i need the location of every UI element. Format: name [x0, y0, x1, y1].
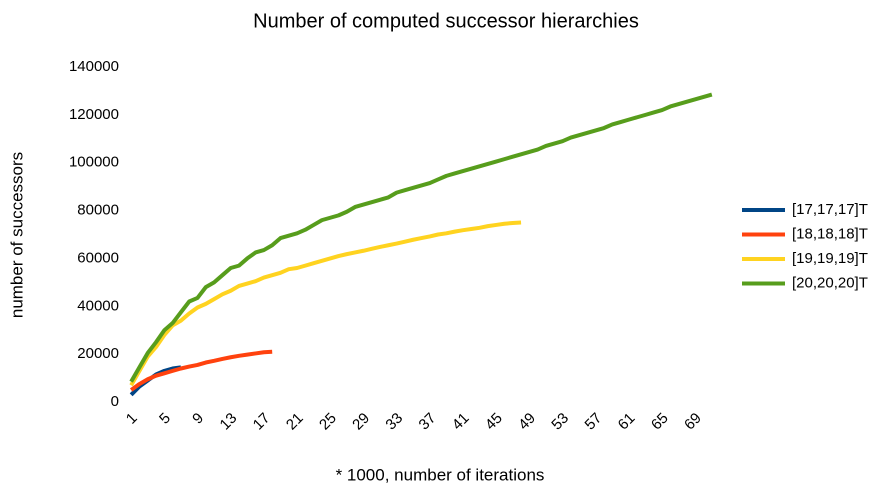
legend-label: [17,17,17]T — [792, 201, 868, 218]
series-line — [129, 92, 713, 383]
x-tick-label: 13 — [217, 410, 241, 434]
series-line — [129, 220, 522, 387]
x-tick-label: 1 — [123, 410, 141, 428]
series-line — [129, 349, 273, 392]
x-tick-label: 53 — [548, 410, 572, 434]
y-tick-label: 80000 — [77, 202, 119, 219]
y-tick-label: 20000 — [77, 345, 119, 362]
x-tick-label: 17 — [250, 410, 274, 434]
x-tick-label: 21 — [283, 410, 307, 434]
x-tick-label: 65 — [648, 410, 672, 434]
x-tick-label: 29 — [349, 410, 373, 434]
x-tick-label: 57 — [582, 410, 606, 434]
x-axis-label: * 1000, number of iterations — [336, 465, 545, 484]
x-tick-label: 9 — [189, 410, 207, 428]
y-tick-label: 120000 — [69, 106, 119, 123]
y-axis-label: number of successors — [7, 152, 26, 318]
y-tick-label: 140000 — [69, 58, 119, 75]
y-tick-label: 60000 — [77, 249, 119, 266]
x-tick-label: 5 — [156, 410, 174, 428]
x-tick-label: 45 — [482, 410, 506, 434]
y-tick-label: 100000 — [69, 154, 119, 171]
x-tick-label: 33 — [382, 410, 406, 434]
legend-label: [18,18,18]T — [792, 225, 868, 242]
x-tick-label: 69 — [681, 410, 705, 434]
x-tick-label: 25 — [316, 410, 340, 434]
y-tick-label: 0 — [111, 393, 119, 410]
legend-label: [19,19,19]T — [792, 250, 868, 267]
x-tick-label: 49 — [515, 410, 539, 434]
x-tick-label: 41 — [449, 410, 473, 434]
y-tick-label: 40000 — [77, 297, 119, 314]
x-tick-label: 61 — [615, 410, 639, 434]
x-tick-label: 37 — [416, 410, 440, 434]
chart-title: Number of computed successor hierarchies — [253, 10, 639, 32]
legend-label: [20,20,20]T — [792, 274, 868, 291]
